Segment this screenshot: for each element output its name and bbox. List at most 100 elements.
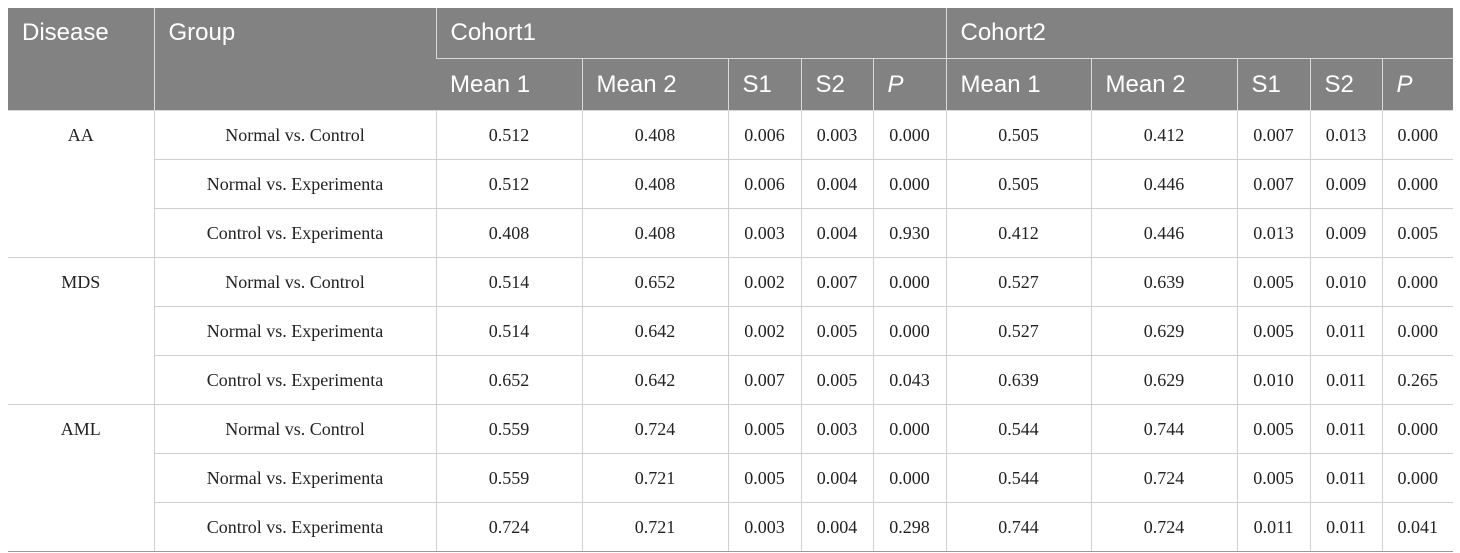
c2-mean2-cell: 0.446 xyxy=(1090,159,1237,209)
group-cell: Normal vs. Experimenta xyxy=(153,306,436,356)
c1-mean1-cell: 0.512 xyxy=(435,110,582,160)
table-row: AA Normal vs. Control 0.512 0.408 0.006 0.003… xyxy=(8,110,1454,258)
c1-mean2-cell: 0.721 xyxy=(581,502,728,552)
c1-s2-cell: 0.004 xyxy=(800,453,873,503)
c1-mean2-cell: 0.724 xyxy=(581,404,728,454)
disease-cell: AML xyxy=(8,404,154,552)
c1-mean2-cell: 0.652 xyxy=(581,257,728,307)
c2-s2-cell: 0.011 xyxy=(1309,355,1382,405)
c1-mean2-cell: 0.642 xyxy=(581,306,728,356)
c1-s1-cell: 0.006 xyxy=(727,110,801,160)
results-table-container: Disease Group Cohort1 Cohort2 Mean 1 Mea… xyxy=(8,8,1454,552)
table-row: Normal vs. Experimenta 0.559 0.721 0.005 0.0… xyxy=(8,453,1454,503)
disease-cell: AA xyxy=(8,110,154,258)
c1-mean2-cell: 0.408 xyxy=(581,159,728,209)
c2-p-cell: 0.000 xyxy=(1381,110,1454,160)
header-c1-p: P xyxy=(872,58,946,111)
group-cell: Normal vs. Experimenta xyxy=(153,159,436,209)
c1-s1-cell: 0.002 xyxy=(727,306,801,356)
header-c2-p: P xyxy=(1381,58,1454,111)
c2-mean1-cell: 0.544 xyxy=(945,404,1091,454)
c1-mean1-cell: 0.514 xyxy=(435,257,582,307)
table-body: AA Normal vs. Control 0.512 0.408 0.006 0.003… xyxy=(8,110,1454,552)
header-cohort1: Cohort1 xyxy=(435,8,946,59)
c1-mean2-cell: 0.408 xyxy=(581,208,728,258)
c2-mean1-cell: 0.544 xyxy=(945,453,1091,503)
c2-mean2-cell: 0.724 xyxy=(1090,453,1237,503)
group-cell: Control vs. Experimenta xyxy=(153,208,436,258)
c2-mean1-cell: 0.744 xyxy=(945,502,1091,552)
c2-p-cell: 0.265 xyxy=(1381,355,1454,405)
c2-s2-cell: 0.011 xyxy=(1309,453,1382,503)
c2-s1-cell: 0.005 xyxy=(1236,257,1310,307)
c2-p-cell: 0.005 xyxy=(1381,208,1454,258)
header-group: Group xyxy=(153,8,436,111)
c1-s1-cell: 0.003 xyxy=(727,208,801,258)
c2-p-cell: 0.000 xyxy=(1381,306,1454,356)
c2-mean1-cell: 0.412 xyxy=(945,208,1091,258)
c2-s2-cell: 0.011 xyxy=(1309,306,1382,356)
header-c1-mean1: Mean 1 xyxy=(436,58,582,111)
c1-s2-cell: 0.004 xyxy=(800,208,873,258)
c1-s2-cell: 0.005 xyxy=(800,355,873,405)
c1-p-cell: 0.000 xyxy=(872,306,946,356)
results-table: Disease Group Cohort1 Cohort2 Mean 1 Mea… xyxy=(8,8,1454,552)
c1-mean1-cell: 0.652 xyxy=(435,355,582,405)
c1-mean1-cell: 0.559 xyxy=(435,404,582,454)
header-row-1: Disease Group Cohort1 Cohort2 xyxy=(8,8,1454,111)
c2-s1-cell: 0.005 xyxy=(1236,306,1310,356)
c1-mean1-cell: 0.559 xyxy=(435,453,582,503)
c2-s1-cell: 0.005 xyxy=(1236,453,1310,503)
c2-p-cell: 0.000 xyxy=(1381,404,1454,454)
c2-mean2-cell: 0.412 xyxy=(1090,110,1237,160)
header-disease: Disease xyxy=(8,8,154,111)
table-row: Control vs. Experimenta 0.408 0.408 0.003 0.… xyxy=(8,208,1454,258)
c2-s2-cell: 0.011 xyxy=(1309,502,1382,552)
c2-mean1-cell: 0.527 xyxy=(945,306,1091,356)
header-c2-mean2: Mean 2 xyxy=(1090,58,1237,111)
c1-mean1-cell: 0.724 xyxy=(435,502,582,552)
header-c1-mean2: Mean 2 xyxy=(581,58,728,111)
c2-mean1-cell: 0.505 xyxy=(945,110,1091,160)
c1-s1-cell: 0.005 xyxy=(727,404,801,454)
group-cell: Normal vs. Control xyxy=(153,110,436,160)
c2-mean1-cell: 0.505 xyxy=(945,159,1091,209)
header-cohort2: Cohort2 xyxy=(945,8,1454,59)
c1-s2-cell: 0.004 xyxy=(800,502,873,552)
group-cell: Normal vs. Control xyxy=(153,404,436,454)
c2-s2-cell: 0.013 xyxy=(1309,110,1382,160)
c2-p-cell: 0.041 xyxy=(1381,502,1454,552)
c1-p-cell: 0.930 xyxy=(872,208,946,258)
c1-s1-cell: 0.003 xyxy=(727,502,801,552)
group-cell: Normal vs. Experimenta xyxy=(153,453,436,503)
group-cell: Normal vs. Control xyxy=(153,257,436,307)
c1-s2-cell: 0.003 xyxy=(800,404,873,454)
header-c2-s1: S1 xyxy=(1236,58,1310,111)
c1-mean2-cell: 0.642 xyxy=(581,355,728,405)
disease-cell: MDS xyxy=(8,257,154,405)
c1-s2-cell: 0.007 xyxy=(800,257,873,307)
c1-p-cell: 0.000 xyxy=(872,453,946,503)
c2-s2-cell: 0.009 xyxy=(1309,208,1382,258)
c1-mean1-cell: 0.512 xyxy=(435,159,582,209)
c2-mean2-cell: 0.724 xyxy=(1090,502,1237,552)
table-row: Control vs. Experimenta 0.724 0.721 0.003 0.… xyxy=(8,502,1454,552)
c2-s2-cell: 0.010 xyxy=(1309,257,1382,307)
table-row: Control vs. Experimenta 0.652 0.642 0.007 0.… xyxy=(8,355,1454,405)
group-cell: Control vs. Experimenta xyxy=(153,355,436,405)
table-row: Normal vs. Experimenta 0.514 0.642 0.002 0.0… xyxy=(8,306,1454,356)
c1-s1-cell: 0.007 xyxy=(727,355,801,405)
c1-s1-cell: 0.005 xyxy=(727,453,801,503)
c2-p-cell: 0.000 xyxy=(1381,257,1454,307)
c1-p-cell: 0.043 xyxy=(872,355,946,405)
c2-s1-cell: 0.013 xyxy=(1236,208,1310,258)
c1-p-cell: 0.000 xyxy=(872,110,946,160)
c1-mean2-cell: 0.408 xyxy=(581,110,728,160)
c2-mean2-cell: 0.639 xyxy=(1090,257,1237,307)
c2-mean2-cell: 0.446 xyxy=(1090,208,1237,258)
c2-mean1-cell: 0.639 xyxy=(945,355,1091,405)
c1-p-cell: 0.000 xyxy=(872,404,946,454)
c1-s2-cell: 0.003 xyxy=(800,110,873,160)
c1-s1-cell: 0.006 xyxy=(727,159,801,209)
c2-mean2-cell: 0.629 xyxy=(1090,306,1237,356)
